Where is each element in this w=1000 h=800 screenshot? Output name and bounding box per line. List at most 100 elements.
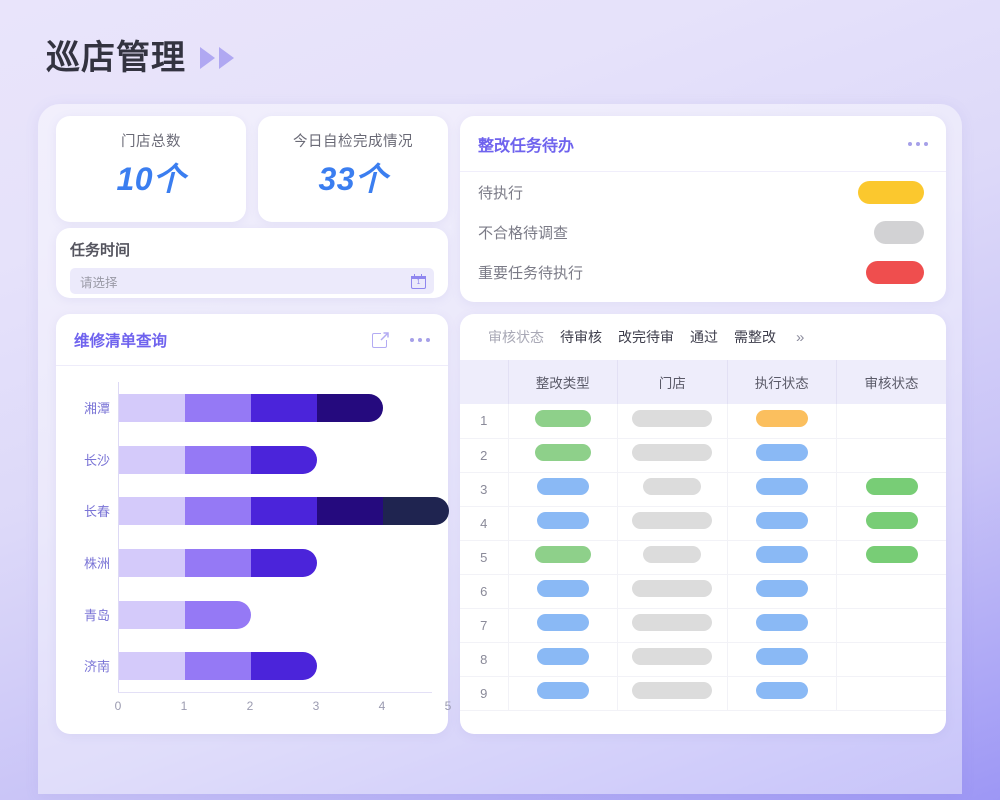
- rectification-type-pill: [536, 478, 589, 495]
- bar-segment: [251, 445, 317, 474]
- double-triangle-right-icon: [200, 41, 234, 69]
- store-pill: [632, 444, 713, 461]
- stat-value: 33个: [318, 161, 388, 197]
- share-export-icon[interactable]: [372, 330, 390, 349]
- bar-chart-row: 济南: [84, 652, 432, 681]
- execution-status-pill: [755, 682, 808, 699]
- stacked-bar[interactable]: [119, 393, 383, 422]
- table-cell: [727, 676, 837, 711]
- table-cell: [508, 404, 618, 439]
- table-header-row: 整改类型 门店 执行状态 审核状态: [460, 360, 946, 404]
- stat-card-store-total: 门店总数 10个: [56, 116, 246, 222]
- store-pill: [632, 512, 713, 529]
- stat-value: 10个: [116, 161, 186, 197]
- stacked-bar[interactable]: [119, 497, 449, 526]
- filter-tab[interactable]: 需整改: [734, 329, 776, 345]
- bar-segment: [185, 548, 251, 577]
- table-row-number: 9: [460, 676, 509, 711]
- stacked-bar[interactable]: [119, 548, 317, 577]
- filter-tab[interactable]: 待审核: [560, 329, 602, 345]
- table-cell: [617, 438, 728, 473]
- table-cell: [727, 574, 837, 609]
- rectification-type-pill: [536, 580, 589, 597]
- todo-row[interactable]: 待执行: [460, 172, 946, 212]
- rectification-type-pill: [536, 648, 589, 665]
- bar-segment: [251, 497, 317, 526]
- bar-segment: [251, 652, 317, 681]
- table-row[interactable]: 4: [460, 506, 946, 541]
- table-row[interactable]: 1: [460, 404, 946, 439]
- table-cell: [836, 506, 946, 541]
- filter-tab[interactable]: 通过: [690, 329, 718, 345]
- task-time-input[interactable]: 请选择 1: [70, 268, 434, 294]
- table-row[interactable]: 2: [460, 438, 946, 473]
- table-column-header: 整改类型: [508, 360, 618, 404]
- todo-row[interactable]: 不合格待调查: [460, 212, 946, 252]
- table-cell: [727, 642, 837, 677]
- rectification-type-pill: [536, 512, 589, 529]
- todo-row[interactable]: 重要任务待执行: [460, 252, 946, 292]
- filter-more-button[interactable]: »: [796, 328, 805, 346]
- table-column-header: 审核状态: [836, 360, 946, 404]
- todo-status-pill: [874, 220, 924, 244]
- bar-segment: [119, 548, 185, 577]
- task-time-card: 任务时间 请选择 1: [56, 228, 448, 298]
- todo-row-label: 待执行: [478, 184, 524, 202]
- task-time-placeholder: 请选择: [80, 275, 118, 290]
- table-row[interactable]: 7: [460, 608, 946, 643]
- table-cell: [617, 642, 728, 677]
- table-row[interactable]: 3: [460, 472, 946, 507]
- ellipsis-icon[interactable]: [410, 337, 430, 342]
- chart-panel-header: 维修清单查询: [56, 314, 448, 366]
- table-cell: [727, 506, 837, 541]
- bar-segment: [119, 445, 185, 474]
- bar-segment: [119, 393, 185, 422]
- chart-body: 湘潭 长沙 长春 株洲 青岛 济南 0 1 2 3 4 5: [56, 366, 451, 734]
- stat-label: 门店总数: [121, 134, 181, 150]
- table-row[interactable]: 5: [460, 540, 946, 575]
- table-cell: [836, 608, 946, 643]
- table-row-number: 3: [460, 472, 509, 507]
- table-row[interactable]: 9: [460, 676, 946, 711]
- bar-category-label: 青岛: [83, 607, 110, 623]
- x-axis-tick-label: 0: [114, 699, 122, 713]
- stacked-bar[interactable]: [119, 445, 317, 474]
- x-axis-tick-label: 3: [312, 699, 320, 713]
- calendar-day-label: 1: [416, 278, 421, 286]
- ellipsis-icon[interactable]: [908, 141, 928, 146]
- table-cell: [617, 506, 728, 541]
- bar-segment: [185, 652, 251, 681]
- calendar-icon[interactable]: 1: [411, 273, 426, 289]
- table-cell: [836, 404, 946, 439]
- bar-segment: [119, 600, 185, 629]
- table-cell: [836, 642, 946, 677]
- todo-panel: 整改任务待办 待执行 不合格待调查 重要任务待执行: [460, 116, 946, 302]
- filter-tab[interactable]: 改完待审: [618, 329, 674, 345]
- bar-segment: [383, 497, 449, 526]
- store-pill: [632, 409, 713, 427]
- table-cell: [617, 608, 728, 643]
- table-cell: [836, 676, 946, 711]
- review-status-pill: [865, 512, 918, 529]
- bar-segment: [119, 652, 185, 681]
- x-axis: 0 1 2 3 4 5: [114, 692, 451, 718]
- table-cell: [727, 404, 837, 439]
- table-row[interactable]: 8: [460, 642, 946, 677]
- bar-chart-row: 长沙: [84, 445, 432, 474]
- todo-row-label: 重要任务待执行: [478, 264, 584, 282]
- bar-category-label: 长沙: [83, 452, 110, 468]
- stacked-bar[interactable]: [119, 652, 317, 681]
- todo-status-pill: [866, 260, 924, 284]
- table-cell: [508, 506, 618, 541]
- table-column-header: [460, 360, 509, 404]
- execution-status-pill: [755, 409, 808, 427]
- stacked-bar[interactable]: [119, 600, 251, 629]
- repair-list-chart-panel: 维修清单查询 湘潭 长沙 长春 株洲 青岛 济南 0 1 2 3 4 5: [56, 314, 451, 734]
- execution-status-pill: [755, 478, 808, 495]
- task-time-label: 任务时间: [70, 242, 131, 259]
- todo-row-label: 不合格待调查: [478, 224, 569, 242]
- bar-segment: [185, 497, 251, 526]
- execution-status-pill: [755, 546, 808, 563]
- table-row[interactable]: 6: [460, 574, 946, 609]
- table-row-number: 7: [460, 608, 509, 643]
